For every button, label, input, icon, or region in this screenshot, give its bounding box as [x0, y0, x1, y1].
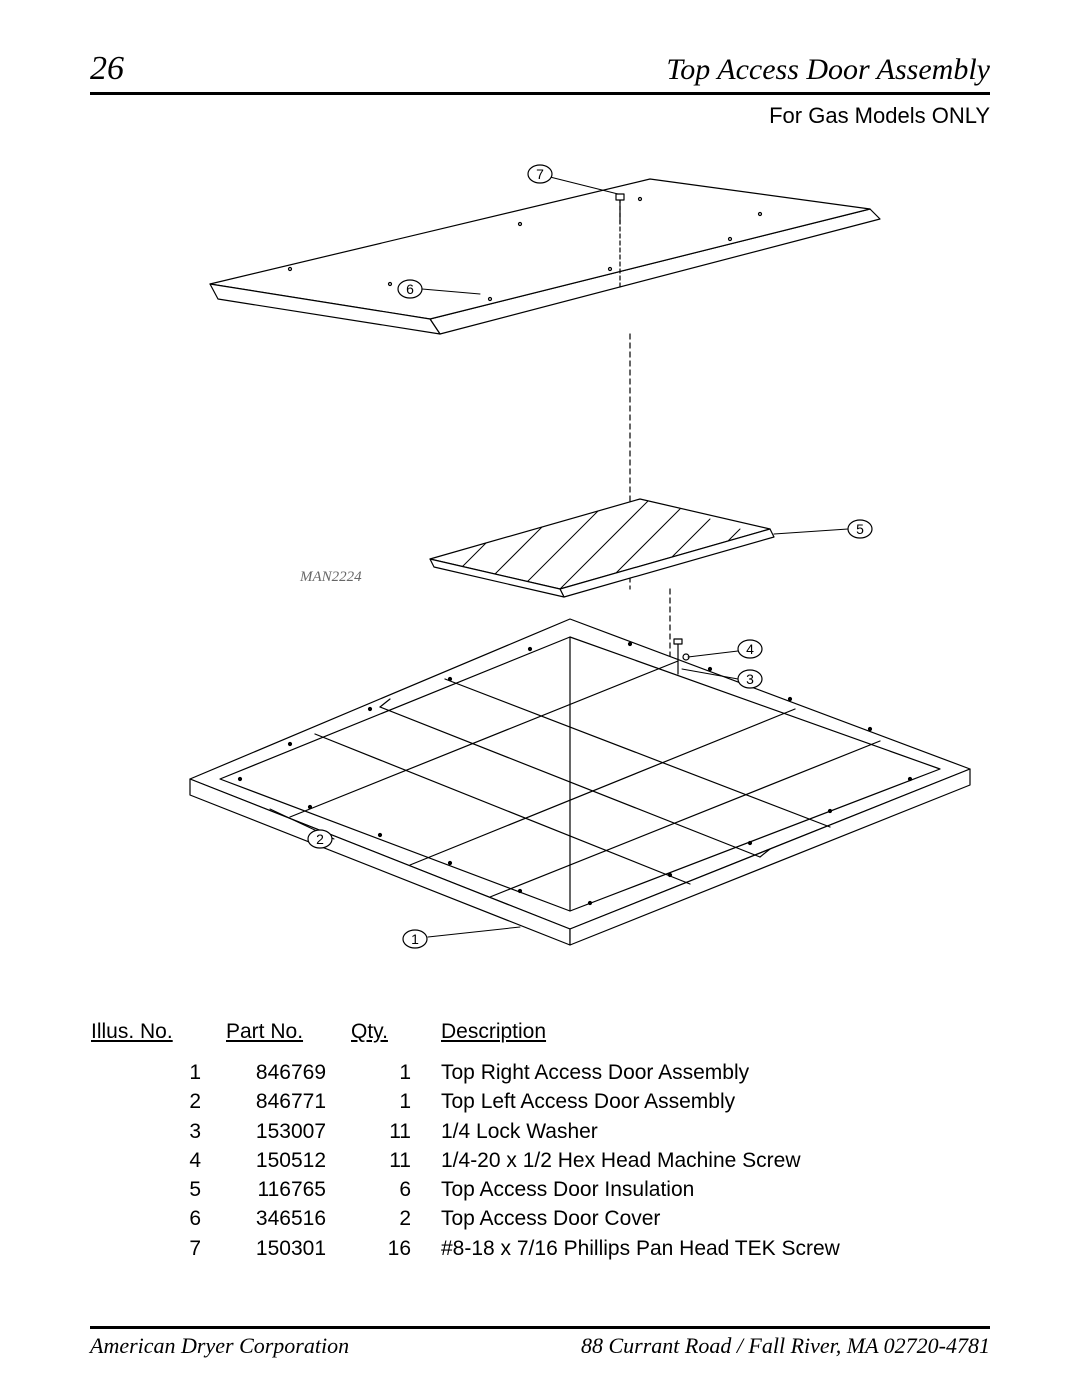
- callout-7: 7: [528, 165, 552, 183]
- table-cell: 846769: [225, 1058, 350, 1087]
- svg-text:1: 1: [411, 931, 419, 947]
- exploded-diagram: MAN2224: [90, 139, 990, 999]
- callout-4: 4: [738, 640, 762, 658]
- table-header-row: Illus. No. Part No. Qty. Description: [90, 1019, 864, 1058]
- column-header-qty: Qty.: [350, 1019, 435, 1058]
- table-cell: 1: [350, 1087, 435, 1116]
- table-cell: 16: [350, 1234, 435, 1263]
- column-header-part: Part No.: [225, 1019, 350, 1058]
- callout-1: 1: [403, 930, 427, 948]
- table-cell: 2: [350, 1204, 435, 1233]
- table-row: 715030116#8-18 x 7/16 Phillips Pan Head …: [90, 1234, 864, 1263]
- table-cell: 6: [90, 1204, 225, 1233]
- diagram-svg: 7 6 5 4 3 2 1: [90, 139, 990, 999]
- table-row: 18467691Top Right Access Door Assembly: [90, 1058, 864, 1087]
- table-row: 4150512111/4-20 x 1/2 Hex Head Machine S…: [90, 1146, 864, 1175]
- table-cell: 5: [90, 1175, 225, 1204]
- page-title: Top Access Door Assembly: [666, 53, 990, 87]
- page-header: 26 Top Access Door Assembly: [90, 50, 990, 95]
- svg-text:6: 6: [406, 281, 414, 297]
- table-cell: 1: [350, 1058, 435, 1087]
- table-cell: 3: [90, 1117, 225, 1146]
- svg-text:4: 4: [746, 641, 754, 657]
- table-cell: 153007: [225, 1117, 350, 1146]
- page-number: 26: [90, 50, 124, 88]
- table-cell: 6: [350, 1175, 435, 1204]
- table-cell: Top Right Access Door Assembly: [435, 1058, 864, 1087]
- table-cell: #8-18 x 7/16 Phillips Pan Head TEK Screw: [435, 1234, 864, 1263]
- svg-text:3: 3: [746, 671, 754, 687]
- table-cell: 2: [90, 1087, 225, 1116]
- table-row: 3153007111/4 Lock Washer: [90, 1117, 864, 1146]
- footer-address: 88 Currant Road / Fall River, MA 02720-4…: [581, 1333, 990, 1359]
- table-cell: 346516: [225, 1204, 350, 1233]
- table-cell: 7: [90, 1234, 225, 1263]
- svg-text:7: 7: [536, 166, 544, 182]
- footer-company: American Dryer Corporation: [90, 1333, 349, 1359]
- callout-5: 5: [848, 520, 872, 538]
- table-cell: 150512: [225, 1146, 350, 1175]
- table-cell: 11: [350, 1117, 435, 1146]
- page: 26 Top Access Door Assembly For Gas Mode…: [0, 0, 1080, 1397]
- page-footer: American Dryer Corporation 88 Currant Ro…: [90, 1326, 990, 1359]
- table-cell: 116765: [225, 1175, 350, 1204]
- table-cell: 1: [90, 1058, 225, 1087]
- table-row: 28467711Top Left Access Door Assembly: [90, 1087, 864, 1116]
- callout-6: 6: [398, 280, 422, 298]
- table-cell: Top Access Door Cover: [435, 1204, 864, 1233]
- drawing-reference: MAN2224: [300, 569, 362, 586]
- callout-3: 3: [738, 670, 762, 688]
- table-cell: 4: [90, 1146, 225, 1175]
- svg-text:2: 2: [316, 831, 324, 847]
- callout-2: 2: [308, 830, 332, 848]
- page-subtitle: For Gas Models ONLY: [90, 103, 990, 129]
- table-cell: 1/4 Lock Washer: [435, 1117, 864, 1146]
- table-cell: Top Left Access Door Assembly: [435, 1087, 864, 1116]
- table-cell: 11: [350, 1146, 435, 1175]
- column-header-desc: Description: [435, 1019, 864, 1058]
- bottom-frame: [190, 619, 970, 945]
- table-cell: 846771: [225, 1087, 350, 1116]
- table-cell: 150301: [225, 1234, 350, 1263]
- table-cell: Top Access Door Insulation: [435, 1175, 864, 1204]
- parts-table: Illus. No. Part No. Qty. Description 184…: [90, 1019, 990, 1263]
- table-cell: 1/4-20 x 1/2 Hex Head Machine Screw: [435, 1146, 864, 1175]
- column-header-illus: Illus. No.: [90, 1019, 225, 1058]
- table-row: 51167656Top Access Door Insulation: [90, 1175, 864, 1204]
- table-row: 63465162Top Access Door Cover: [90, 1204, 864, 1233]
- svg-text:5: 5: [856, 521, 864, 537]
- top-cover-panel: [210, 179, 880, 334]
